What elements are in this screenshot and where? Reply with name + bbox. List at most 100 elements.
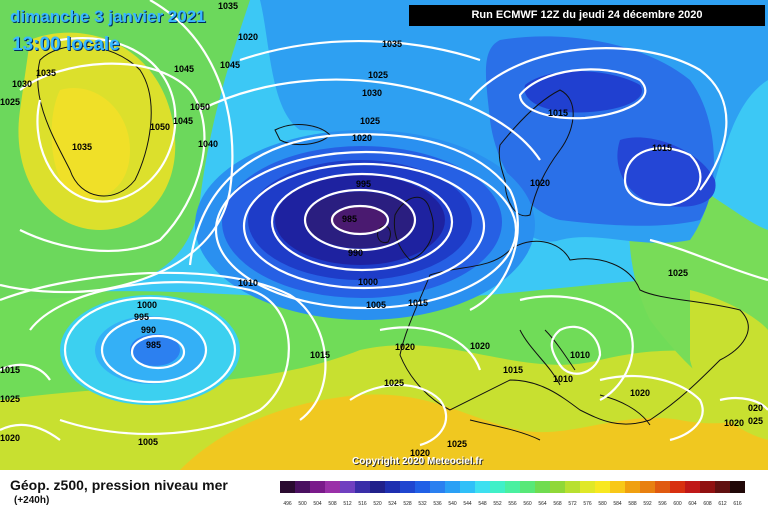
- color-swatch: [610, 481, 625, 493]
- scale-tick-label: 568: [553, 501, 562, 507]
- color-swatch: [460, 481, 475, 493]
- isobar-label: 1020: [238, 32, 258, 42]
- isobar-label: 1025: [384, 378, 404, 388]
- color-swatch: [715, 481, 730, 493]
- isobar-label: 1020: [724, 418, 744, 428]
- isobar-label: 1035: [36, 68, 56, 78]
- map-canvas: 1035 1035 1030 1025 1035 1045 1045 1050 …: [0, 0, 768, 470]
- isobar-label: 1015: [652, 143, 672, 153]
- scale-tick-label: 588: [628, 501, 637, 507]
- color-swatch: [475, 481, 490, 493]
- isobar-label: 1020: [410, 448, 430, 458]
- forecast-date: dimanche 3 janvier 2021: [10, 7, 206, 26]
- isobar-label: 1015: [0, 365, 20, 375]
- legend-bar: Géop. z500, pression niveau mer (+240h) …: [0, 470, 768, 512]
- scale-tick-label: 536: [433, 501, 442, 507]
- isobar-label: 1030: [362, 88, 382, 98]
- scale-tick-label: 504: [313, 501, 322, 507]
- color-swatch: [295, 481, 310, 493]
- color-swatch: [520, 481, 535, 493]
- isobar-label: 025: [748, 416, 763, 426]
- color-swatch: [400, 481, 415, 493]
- scale-tick-label: 564: [538, 501, 547, 507]
- field-south-orange: [180, 394, 768, 470]
- isobar-label: 1050: [150, 122, 170, 132]
- scale-tick-label: 512: [343, 501, 352, 507]
- color-swatch: [730, 481, 745, 493]
- isobar-label: 1035: [218, 1, 238, 11]
- isobar-label: 1020: [630, 388, 650, 398]
- isobar-label: 1000: [137, 300, 157, 310]
- color-swatch: [385, 481, 400, 493]
- isobar-label: 1025: [368, 70, 388, 80]
- scale-tick-label: 556: [508, 501, 517, 507]
- color-swatch: [655, 481, 670, 493]
- weather-map: 1035 1035 1030 1025 1035 1045 1045 1050 …: [0, 0, 768, 470]
- scale-tick-label: 548: [478, 501, 487, 507]
- color-swatch: [430, 481, 445, 493]
- isobar-label: 990: [348, 248, 363, 258]
- isobar-label: 020: [748, 403, 763, 413]
- scale-tick-label: 544: [463, 501, 472, 507]
- isobar-label: 1010: [238, 278, 258, 288]
- isobar-label: 1020: [530, 178, 550, 188]
- isobar-label: 1020: [352, 133, 372, 143]
- isobar-label: 1035: [382, 39, 402, 49]
- color-swatch: [340, 481, 355, 493]
- isobar-label: 1020: [0, 433, 20, 443]
- scale-tick-label: 604: [688, 501, 697, 507]
- color-swatch: [565, 481, 580, 493]
- color-swatch: [505, 481, 520, 493]
- isobar-label: 1005: [138, 437, 158, 447]
- isobar-label: 1045: [174, 64, 194, 74]
- isobar-label: 1015: [548, 108, 568, 118]
- color-swatch: [415, 481, 430, 493]
- color-scale-labels: 496 500 504 508 512 516 520 524 528 532 536 540 544 5…: [280, 501, 745, 507]
- isobar-label: 1045: [173, 116, 193, 126]
- scale-tick-label: 516: [358, 501, 367, 507]
- color-swatch: [355, 481, 370, 493]
- scale-tick-label: 560: [523, 501, 532, 507]
- scale-tick-label: 552: [493, 501, 502, 507]
- isobar-label: 1015: [408, 298, 428, 308]
- scale-tick-label: 608: [703, 501, 712, 507]
- scale-tick-label: 508: [328, 501, 337, 507]
- color-swatch: [625, 481, 640, 493]
- isobar-label: 1020: [395, 342, 415, 352]
- scale-tick-label: 596: [658, 501, 667, 507]
- isobar-label: 1025: [0, 394, 20, 404]
- color-swatch: [685, 481, 700, 493]
- scale-tick-label: 532: [418, 501, 427, 507]
- scale-tick-label: 576: [583, 501, 592, 507]
- color-swatch: [370, 481, 385, 493]
- scale-tick-label: 580: [598, 501, 607, 507]
- isobar-label: 1045: [220, 60, 240, 70]
- isobar-label: 990: [141, 325, 156, 335]
- color-swatch: [490, 481, 505, 493]
- isobar-label: 985: [146, 340, 161, 350]
- scale-tick-label: 540: [448, 501, 457, 507]
- isobar-label: 1040: [198, 139, 218, 149]
- model-run-banner: Run ECMWF 12Z du jeudi 24 décembre 2020: [409, 5, 765, 26]
- scale-tick-label: 592: [643, 501, 652, 507]
- copyright-notice: Copyright 2020 Meteociel.fr: [352, 456, 483, 467]
- scale-tick-label: 584: [613, 501, 622, 507]
- color-swatch: [535, 481, 550, 493]
- legend-lead-time: (+240h): [14, 495, 50, 506]
- isobar-label: 1025: [668, 268, 688, 278]
- isobar-label: 1030: [12, 79, 32, 89]
- color-swatch: [445, 481, 460, 493]
- isobar-label: 1050: [190, 102, 210, 112]
- isobar-label: 1025: [0, 97, 20, 107]
- low-core: [330, 206, 386, 234]
- isobar-label: 1015: [310, 350, 330, 360]
- isobar-label: 1015: [503, 365, 523, 375]
- color-swatch: [640, 481, 655, 493]
- color-swatch: [700, 481, 715, 493]
- color-swatch: [280, 481, 295, 493]
- sw-low-core: [130, 334, 180, 366]
- isobar-labels: 1035 1035 1030 1025 1035 1045 1045 1050 …: [0, 1, 763, 458]
- color-swatch: [325, 481, 340, 493]
- isobar-label: 985: [342, 214, 357, 224]
